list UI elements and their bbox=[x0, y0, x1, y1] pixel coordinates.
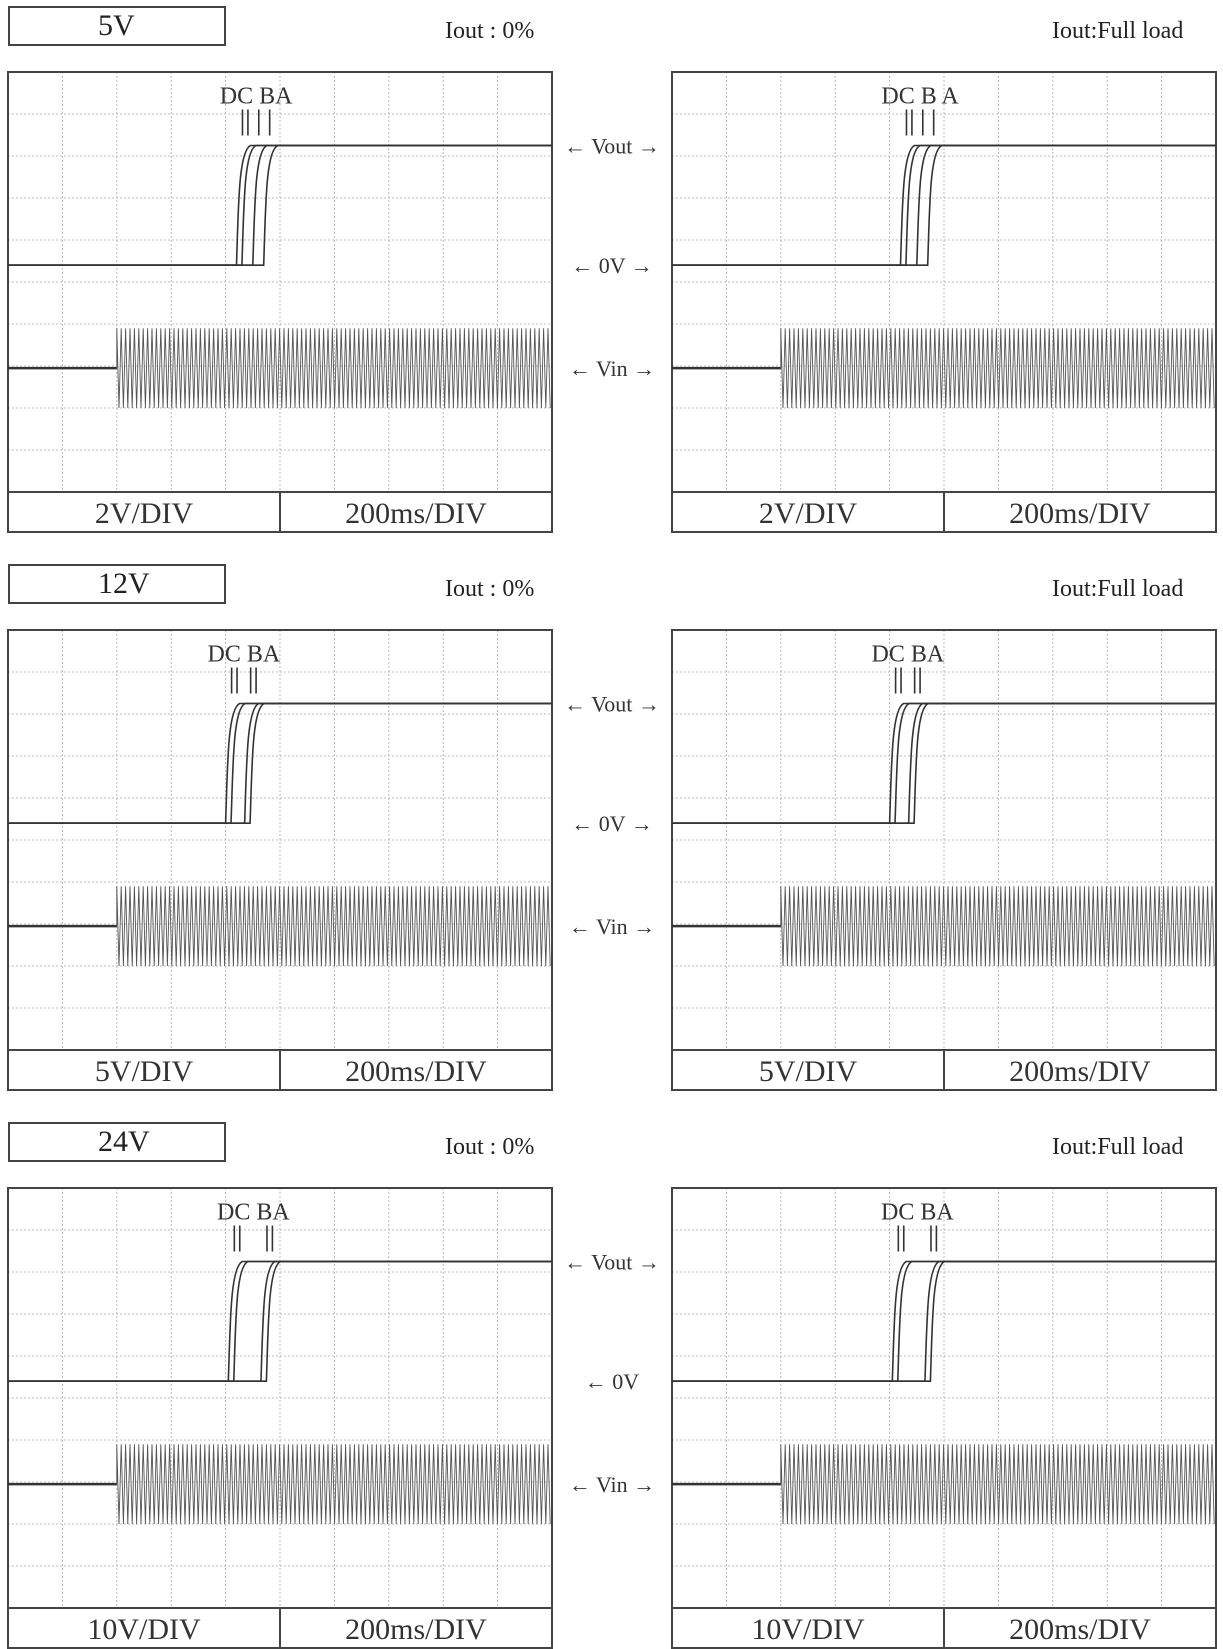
marker-labels: DC BA bbox=[217, 1200, 290, 1226]
vin-trace-ac bbox=[780, 1444, 1215, 1525]
marker-labels: DC B A bbox=[881, 84, 959, 110]
vout-channel-label: ← Vout → bbox=[564, 134, 660, 159]
vin-channel-label: ← Vin → bbox=[569, 356, 655, 381]
scope-panel: 10V/DIV 200ms/DIV DC BA bbox=[7, 1187, 553, 1649]
vout-trace-D bbox=[8, 1260, 552, 1382]
marker-labels: DC BA bbox=[881, 1200, 954, 1226]
scope-panel: 2V/DIV 200ms/DIV DC B A bbox=[671, 71, 1217, 533]
vout-trace-A bbox=[672, 702, 1216, 824]
time-div-label: 200ms/DIV bbox=[1009, 1613, 1151, 1646]
condition-full-load: Iout:Full load bbox=[1052, 18, 1184, 44]
condition-full-load: Iout:Full load bbox=[1052, 576, 1184, 602]
vout-trace-A bbox=[672, 1260, 1216, 1382]
vout-trace-A bbox=[8, 1260, 552, 1382]
vin-trace-ac bbox=[116, 328, 551, 409]
volt-div-label: 10V/DIV bbox=[87, 1613, 201, 1646]
vout-trace-B bbox=[8, 1260, 552, 1382]
condition-no-load: Iout : 0% bbox=[445, 18, 535, 44]
vout-trace-C bbox=[672, 702, 1216, 824]
scope-panel: 5V/DIV 200ms/DIV DC BA bbox=[671, 629, 1217, 1091]
volt-div-label: 5V/DIV bbox=[95, 1055, 194, 1088]
vout-trace-C bbox=[8, 702, 552, 824]
condition-full-load: Iout:Full load bbox=[1052, 1134, 1184, 1160]
volt-div-label: 5V/DIV bbox=[759, 1055, 858, 1088]
vin-trace-ac bbox=[780, 886, 1215, 967]
vout-trace-D bbox=[8, 144, 552, 266]
marker-labels: DC BA bbox=[220, 84, 293, 110]
time-div-label: 200ms/DIV bbox=[1009, 497, 1151, 530]
zero-volt-label: ← 0V bbox=[585, 1369, 640, 1394]
condition-no-load: Iout : 0% bbox=[445, 576, 535, 602]
marker-labels: DC BA bbox=[207, 642, 280, 668]
vin-trace-ac bbox=[116, 1444, 551, 1525]
vout-trace-C bbox=[672, 144, 1216, 266]
marker-labels: DC BA bbox=[871, 642, 944, 668]
vout-trace-A bbox=[8, 702, 552, 824]
vin-trace-ac bbox=[780, 328, 1215, 409]
time-div-label: 200ms/DIV bbox=[1009, 1055, 1151, 1088]
volt-div-label: 2V/DIV bbox=[95, 497, 194, 530]
vout-trace-C bbox=[8, 144, 552, 266]
time-div-label: 200ms/DIV bbox=[345, 1055, 487, 1088]
vin-trace-ac bbox=[116, 886, 551, 967]
zero-volt-label: ← 0V → bbox=[571, 253, 653, 278]
vout-trace-B bbox=[672, 702, 1216, 824]
vout-trace-B bbox=[8, 702, 552, 824]
vout-trace-D bbox=[672, 702, 1216, 824]
volt-div-label: 2V/DIV bbox=[759, 497, 858, 530]
vout-channel-label: ← Vout → bbox=[564, 692, 660, 717]
zero-volt-label: ← 0V → bbox=[571, 811, 653, 836]
vout-trace-C bbox=[672, 1260, 1216, 1382]
vout-trace-C bbox=[8, 1260, 552, 1382]
vout-trace-D bbox=[672, 1260, 1216, 1382]
vout-trace-D bbox=[8, 702, 552, 824]
vout-trace-B bbox=[8, 144, 552, 266]
vin-channel-label: ← Vin → bbox=[569, 914, 655, 939]
time-div-label: 200ms/DIV bbox=[345, 497, 487, 530]
vout-trace-B bbox=[672, 1260, 1216, 1382]
scope-panel: 2V/DIV 200ms/DIV DC BA bbox=[7, 71, 553, 533]
vout-channel-label: ← Vout → bbox=[564, 1250, 660, 1275]
vout-trace-A bbox=[672, 144, 1216, 266]
vout-trace-A bbox=[8, 144, 552, 266]
volt-div-label: 10V/DIV bbox=[751, 1613, 865, 1646]
scope-panel: 10V/DIV 200ms/DIV DC BA bbox=[671, 1187, 1217, 1649]
condition-no-load: Iout : 0% bbox=[445, 1134, 535, 1160]
scope-panel: 5V/DIV 200ms/DIV DC BA bbox=[7, 629, 553, 1091]
vout-trace-D bbox=[672, 144, 1216, 266]
vin-channel-label: ← Vin → bbox=[569, 1472, 655, 1497]
vout-trace-B bbox=[672, 144, 1216, 266]
time-div-label: 200ms/DIV bbox=[345, 1613, 487, 1646]
section-label: 5V bbox=[8, 6, 226, 46]
section-label: 24V bbox=[8, 1122, 226, 1162]
section-label: 12V bbox=[8, 564, 226, 604]
